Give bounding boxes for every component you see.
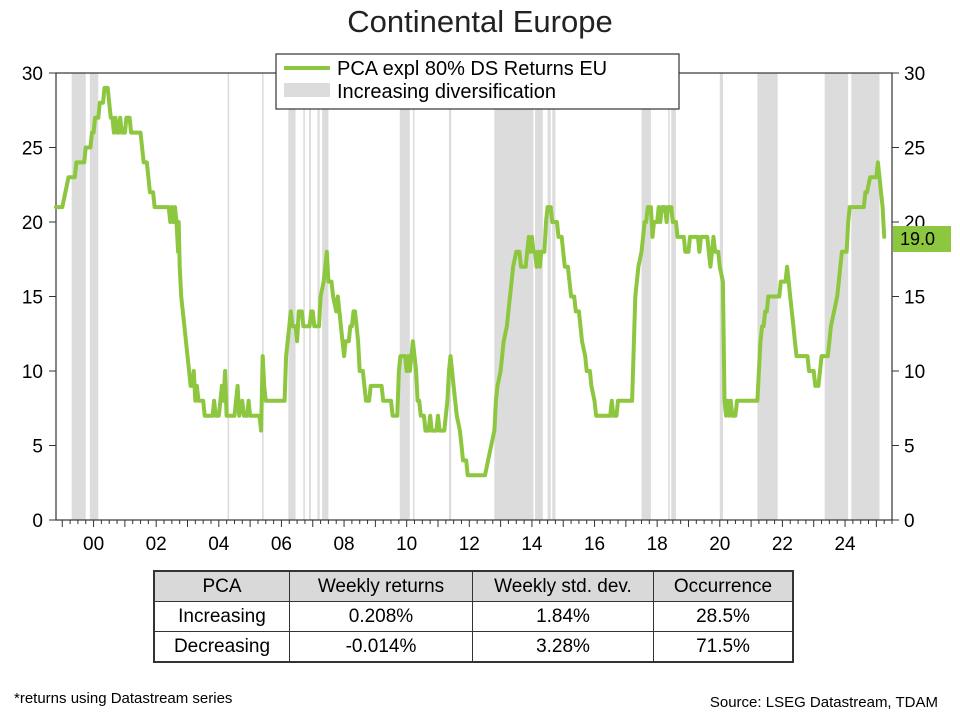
y-tick-label-left: 25 xyxy=(22,139,43,160)
table-cell: 1.84% xyxy=(472,601,654,632)
table-cell: Increasing xyxy=(153,601,290,632)
table-row: Decreasing -0.014% 3.28% 71.5% xyxy=(153,631,794,663)
y-tick-label-right: 25 xyxy=(904,139,925,160)
series-line xyxy=(54,85,887,478)
table-header-row: PCA Weekly returns Weekly std. dev. Occu… xyxy=(153,570,794,602)
y-tick-label-left: 20 xyxy=(22,213,43,234)
y-tick-label-right: 5 xyxy=(904,437,915,458)
x-tick-label: 02 xyxy=(146,534,167,555)
shaded-period xyxy=(671,73,676,520)
y-tick-label-left: 10 xyxy=(22,362,43,383)
table-cell: Decreasing xyxy=(153,631,290,663)
x-tick-label: 06 xyxy=(271,534,292,555)
legend-box xyxy=(275,53,680,110)
shaded-period xyxy=(448,73,452,520)
shaded-period xyxy=(308,73,311,520)
stats-table: PCA Weekly returns Weekly std. dev. Occu… xyxy=(153,570,794,663)
x-tick-label: 08 xyxy=(333,534,354,555)
y-tick-label-right: 10 xyxy=(904,362,925,383)
shaded-period xyxy=(399,73,410,520)
last-value-badge: 19.0 xyxy=(893,226,951,252)
series-layer xyxy=(54,85,887,478)
y-tick-label-left: 0 xyxy=(32,511,43,532)
x-tick-label: 12 xyxy=(459,534,480,555)
shaded-period xyxy=(547,73,551,520)
x-tick-label: 16 xyxy=(584,534,605,555)
shaded-period xyxy=(552,73,556,520)
x-tick-label: 04 xyxy=(208,534,230,555)
shading-layer xyxy=(71,73,880,520)
x-tick-label: 14 xyxy=(521,534,543,555)
y-tick-label-left: 30 xyxy=(22,64,43,85)
shaded-period xyxy=(89,73,99,520)
shaded-period xyxy=(494,73,534,520)
table-header-cell: PCA xyxy=(153,570,290,602)
table-header-cell: Weekly std. dev. xyxy=(472,570,654,602)
shaded-period xyxy=(412,73,415,520)
last-value-label: 19.0 xyxy=(900,229,935,249)
shaded-period xyxy=(851,73,880,520)
x-tick-label: 10 xyxy=(396,534,417,555)
legend-series-label: PCA expl 80% DS Returns EU xyxy=(337,58,607,80)
shaded-period xyxy=(262,73,264,520)
table-cell: 28.5% xyxy=(653,601,794,632)
table-cell: 71.5% xyxy=(653,631,794,663)
y-tick-label-right: 30 xyxy=(904,64,925,85)
shaded-period xyxy=(641,73,651,520)
shaded-period xyxy=(322,73,329,520)
shaded-period xyxy=(317,73,320,520)
footnote: *returns using Datastream series xyxy=(14,690,233,707)
shaded-period xyxy=(535,73,543,520)
legend-shading-label: Increasing diversification xyxy=(337,81,556,103)
table-row: Increasing 0.208% 1.84% 28.5% xyxy=(153,601,794,632)
shaded-period xyxy=(71,73,86,520)
y-tick-label-right: 15 xyxy=(904,288,925,309)
table-header-cell: Weekly returns xyxy=(289,570,473,602)
source-note: Source: LSEG Datastream, TDAM xyxy=(709,694,938,711)
x-tick-label: 24 xyxy=(834,534,856,555)
legend-shade-swatch xyxy=(284,83,330,97)
y-tick-label-left: 5 xyxy=(32,437,43,458)
shaded-period xyxy=(227,73,230,520)
table-cell: 3.28% xyxy=(472,631,654,663)
legend: PCA expl 80% DS Returns EU Increasing di… xyxy=(275,53,680,110)
chart-title: Continental Europe xyxy=(347,4,613,39)
table-cell: -0.014% xyxy=(289,631,473,663)
table-cell: 0.208% xyxy=(289,601,473,632)
y-tick-label-right: 0 xyxy=(904,511,915,532)
shaded-period xyxy=(288,73,296,520)
x-tick-label: 20 xyxy=(709,534,730,555)
x-tick-label: 18 xyxy=(647,534,668,555)
last-value-bg xyxy=(893,226,951,252)
y-tick-label-left: 15 xyxy=(22,288,43,309)
shaded-period xyxy=(668,73,670,520)
shaded-period xyxy=(303,73,305,520)
x-tick-label: 00 xyxy=(83,534,104,555)
table-header-cell: Occurrence xyxy=(653,570,794,602)
x-tick-label: 22 xyxy=(772,534,793,555)
